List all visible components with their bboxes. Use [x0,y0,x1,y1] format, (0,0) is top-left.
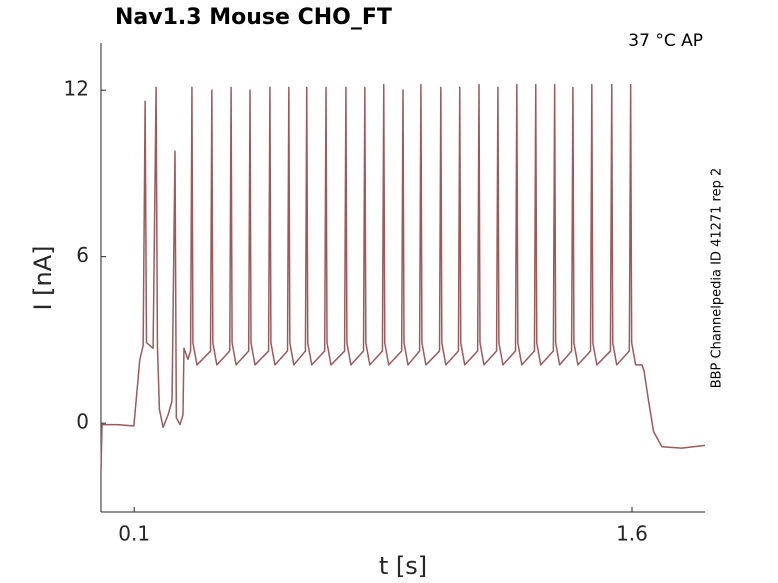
x-tick-label: 1.6 [616,522,648,546]
y-tick-label: 0 [76,410,89,434]
x-axis-label: t [s] [379,552,427,580]
chart-title: Nav1.3 Mouse CHO_FT [115,5,392,30]
side-text: BBP Channelpedia ID 41271 rep 2 [710,168,725,389]
y-axis-label: I [nA] [29,245,57,310]
annotation: 37 °C AP [628,31,703,51]
y-tick-label: 6 [76,243,89,267]
trace [100,83,706,471]
x-tick-label: 0.1 [118,522,150,546]
y-tick-label: 12 [64,77,89,101]
